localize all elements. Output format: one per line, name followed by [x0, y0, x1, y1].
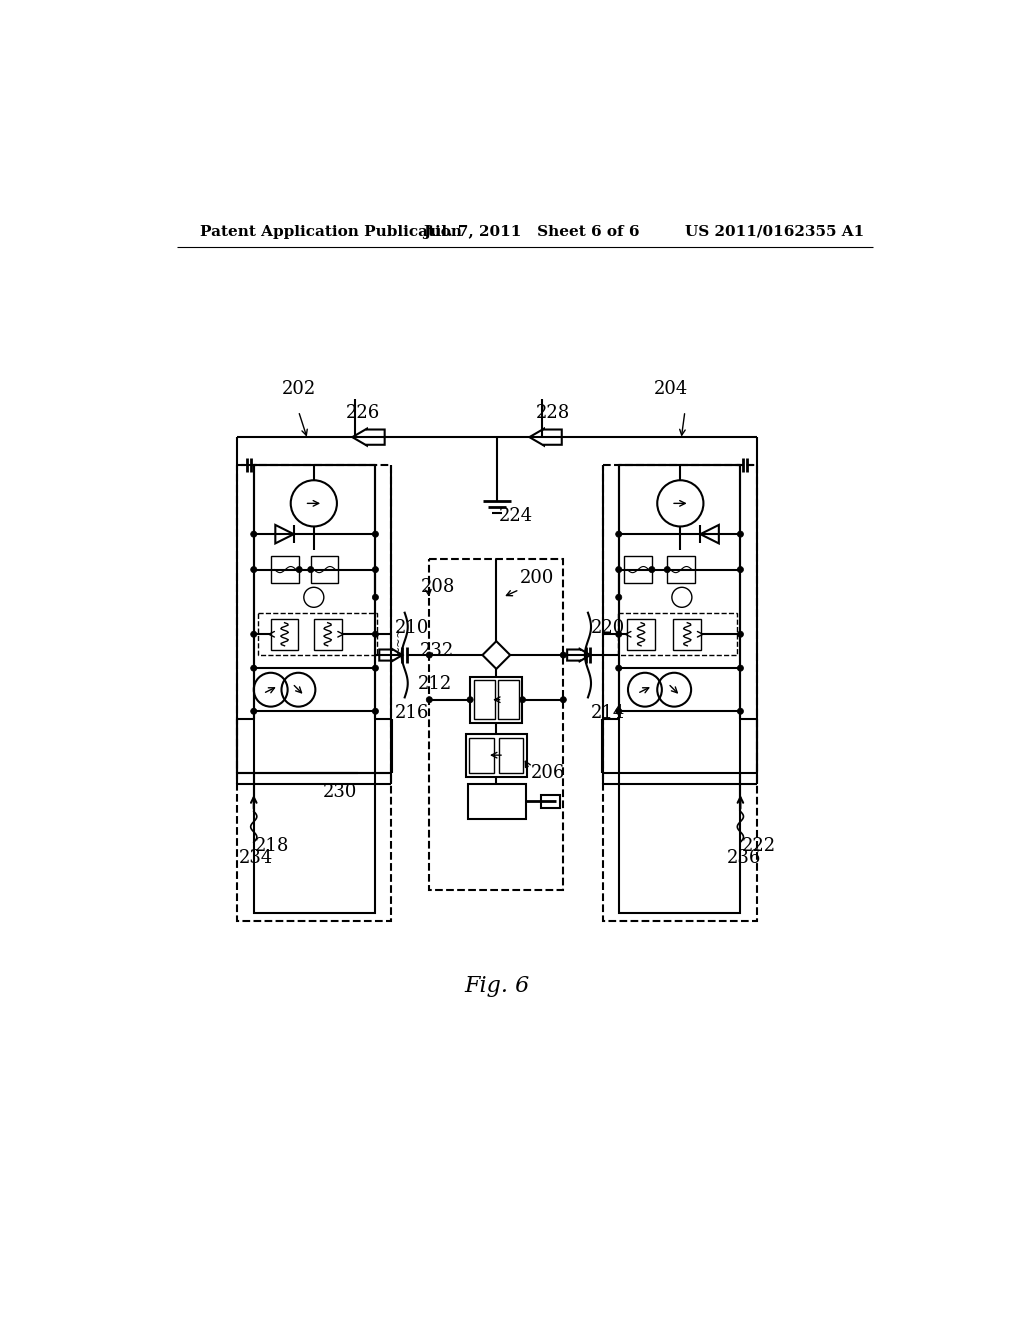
- Text: US 2011/0162355 A1: US 2011/0162355 A1: [685, 224, 864, 239]
- Bar: [468, 784, 525, 818]
- Polygon shape: [700, 525, 719, 544]
- Text: 204: 204: [654, 380, 688, 399]
- Text: 234: 234: [239, 849, 272, 866]
- Circle shape: [426, 697, 432, 702]
- Circle shape: [737, 708, 743, 714]
- Circle shape: [737, 566, 743, 573]
- Circle shape: [307, 566, 313, 573]
- Circle shape: [373, 665, 379, 672]
- Bar: [310, 556, 339, 583]
- Circle shape: [615, 594, 622, 601]
- Circle shape: [251, 531, 257, 537]
- Text: 212: 212: [418, 676, 453, 693]
- Text: 200: 200: [519, 569, 554, 587]
- Circle shape: [615, 631, 622, 638]
- Text: Jul. 7, 2011   Sheet 6 of 6: Jul. 7, 2011 Sheet 6 of 6: [423, 224, 640, 239]
- Bar: [258, 612, 377, 655]
- Bar: [470, 677, 522, 723]
- Bar: [668, 556, 695, 583]
- Bar: [271, 556, 299, 583]
- Bar: [313, 619, 342, 649]
- Circle shape: [737, 531, 743, 537]
- Circle shape: [615, 708, 622, 714]
- Text: 214: 214: [591, 704, 626, 722]
- Circle shape: [373, 566, 379, 573]
- Bar: [254, 465, 376, 913]
- Polygon shape: [352, 429, 385, 446]
- Circle shape: [251, 665, 257, 672]
- Circle shape: [519, 697, 525, 702]
- Text: 222: 222: [742, 837, 776, 855]
- Bar: [237, 465, 391, 921]
- Polygon shape: [482, 642, 510, 669]
- Circle shape: [649, 566, 655, 573]
- Circle shape: [251, 631, 257, 638]
- Polygon shape: [529, 429, 562, 446]
- Bar: [617, 612, 737, 655]
- Text: 232: 232: [420, 643, 454, 660]
- Circle shape: [373, 708, 379, 714]
- Circle shape: [560, 652, 566, 659]
- Bar: [474, 681, 495, 719]
- Circle shape: [251, 708, 257, 714]
- Circle shape: [737, 631, 743, 638]
- Text: 218: 218: [255, 837, 290, 855]
- Bar: [603, 465, 758, 921]
- Text: 236: 236: [727, 849, 761, 866]
- Text: 228: 228: [536, 404, 569, 421]
- Bar: [270, 619, 298, 649]
- Text: 202: 202: [282, 380, 315, 399]
- Polygon shape: [275, 525, 294, 544]
- Circle shape: [737, 665, 743, 672]
- Bar: [429, 558, 563, 890]
- Bar: [674, 619, 701, 649]
- Polygon shape: [567, 649, 590, 661]
- Text: 206: 206: [531, 764, 565, 781]
- Circle shape: [615, 665, 622, 672]
- Text: 226: 226: [346, 404, 380, 421]
- Circle shape: [665, 566, 671, 573]
- Text: 208: 208: [421, 578, 456, 595]
- Bar: [541, 795, 560, 808]
- Text: Patent Application Publication: Patent Application Publication: [200, 224, 462, 239]
- Circle shape: [560, 697, 566, 702]
- Circle shape: [251, 566, 257, 573]
- Bar: [466, 734, 527, 776]
- Bar: [625, 556, 652, 583]
- Text: Fig. 6: Fig. 6: [465, 975, 529, 997]
- Circle shape: [373, 631, 379, 638]
- Text: 224: 224: [499, 507, 532, 525]
- Text: 210: 210: [394, 619, 429, 638]
- Bar: [618, 465, 740, 913]
- Circle shape: [373, 594, 379, 601]
- Circle shape: [615, 566, 622, 573]
- Text: 220: 220: [591, 619, 626, 638]
- Bar: [498, 681, 518, 719]
- Text: 230: 230: [323, 783, 357, 801]
- Bar: [469, 738, 494, 774]
- Text: ~~~: ~~~: [394, 626, 403, 653]
- Circle shape: [467, 697, 473, 702]
- Polygon shape: [379, 649, 402, 661]
- Circle shape: [615, 531, 622, 537]
- Bar: [499, 738, 523, 774]
- Text: 216: 216: [394, 704, 429, 722]
- Circle shape: [426, 652, 432, 659]
- Circle shape: [296, 566, 302, 573]
- Bar: [628, 619, 655, 649]
- Circle shape: [373, 531, 379, 537]
